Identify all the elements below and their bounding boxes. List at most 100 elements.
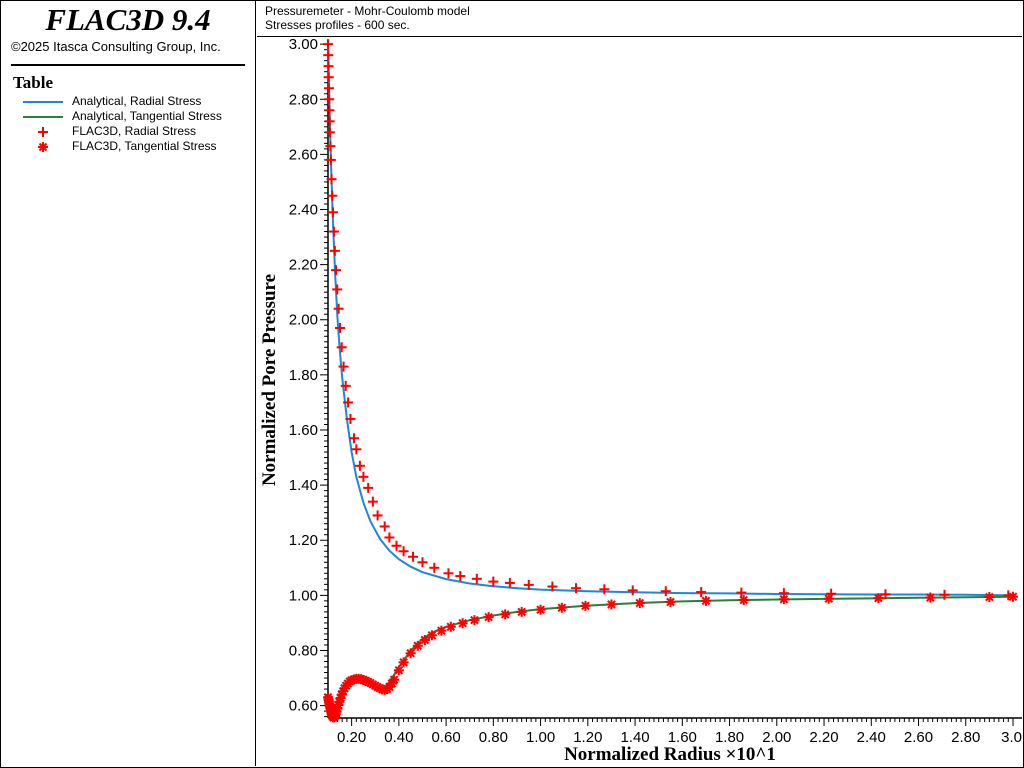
x-tick-label: 0.60 [432,729,461,746]
asterisk-marker [700,595,711,606]
x-tick-label: 1.80 [715,729,744,746]
y-tick-label: 2.60 [289,146,318,163]
plus-marker [325,154,336,165]
asterisk-marker [925,592,936,603]
plus-marker [398,546,409,557]
x-tick-label: 2.80 [951,729,980,746]
plus-marker [443,568,454,579]
plus-marker [323,50,334,61]
asterisk-marker [398,657,409,668]
asterisk-marker [426,630,437,641]
series-line [327,595,1014,719]
plus-marker [429,562,440,573]
plus-marker [323,83,334,94]
plus-marker [323,39,333,50]
y-tick-label: 1.60 [289,422,318,439]
y-tick-label: 2.20 [289,257,318,274]
plus-marker [331,265,342,276]
plus-marker [327,207,338,218]
plus-marker [338,361,349,372]
x-tick-label: 2.60 [904,729,933,746]
x-tick-label: 1.40 [620,729,649,746]
asterisk-marker [1008,591,1018,602]
x-axis-title: Normalized Radius ×10^1 [564,744,776,765]
legend-title: Table [13,73,54,92]
asterisk-marker [389,674,400,685]
plus-marker [324,127,335,138]
asterisk-marker [436,625,447,636]
legend-label: Analytical, Tangential Stress [72,109,222,123]
asterisk-marker [516,606,527,617]
plus-marker [354,460,365,471]
plus-marker [391,540,402,551]
asterisk-marker [606,599,617,610]
plus-marker [372,510,383,521]
asterisk-marker [556,602,567,613]
plot-header: Pressuremeter - Mohr-Coulomb model Stres… [257,1,1022,37]
plus-marker [736,587,747,598]
legend-line-swatch [23,116,63,118]
asterisk-marker [665,596,676,607]
plus-marker [939,589,950,600]
series-0 [327,44,1014,597]
x-tick-label: 0.40 [384,729,413,746]
plus-marker [324,105,335,116]
stress-profile-chart: 0.60 0.80 1.00 1.20 1.40 1.60 1.80 2.00 2.20 2.40… [259,37,1022,765]
plus-marker [323,61,334,72]
plus-marker [333,303,344,314]
plus-marker [343,397,354,408]
series-line [327,44,1014,597]
asterisk-marker [457,618,468,629]
legend-item-flac3d-radial: FLAC3D, Radial Stress [1,124,255,139]
legend-item-analytical-radial: Analytical, Radial Stress [1,94,255,109]
x-tick-label: 2.00 [762,729,791,746]
asterisk-marker [778,594,789,605]
title-divider [11,64,245,66]
plus-marker [351,444,362,455]
legend-line-swatch [23,101,63,103]
plus-marker [547,581,558,592]
plus-marker [417,557,428,568]
y-tick-label: 1.00 [289,587,318,604]
plus-marker [327,190,338,201]
series-3 [323,591,1018,723]
plus-marker [379,521,390,532]
plus-marker [384,532,395,543]
legend-item-analytical-tangential: Analytical, Tangential Stress [1,109,255,124]
app-title: FLAC3D 9.4 [45,2,211,37]
asterisk-marker [634,598,645,609]
plus-marker [325,141,336,152]
asterisk-marker [445,621,456,632]
plus-marker [408,551,419,562]
asterisk-marker [738,595,749,606]
plus-marker-icon [38,127,48,137]
plus-marker [455,571,466,582]
asterisk-marker [393,665,404,676]
plus-marker [324,94,335,105]
x-tick-label: 1.20 [573,729,602,746]
x-tick-label: 1.00 [526,729,555,746]
plus-marker [627,585,638,596]
asterisk-marker [823,593,834,604]
plus-marker [323,72,334,83]
y-tick-label: 2.40 [289,202,318,219]
legend-item-flac3d-tangential: FLAC3D, Tangential Stress [1,139,255,154]
asterisk-marker [535,604,546,615]
plus-marker [488,576,499,587]
y-tick-label: 3.00 [289,37,318,53]
asterisk-marker [419,635,430,646]
legend-label: FLAC3D, Radial Stress [72,124,197,138]
plus-marker [696,587,707,598]
legend-label: FLAC3D, Tangential Stress [72,139,217,153]
x-tick-label: 1.60 [668,729,697,746]
copyright-text: ©2025 Itasca Consulting Group, Inc. [11,39,221,54]
x-tick-label: 0.80 [479,729,508,746]
plus-marker [336,342,347,353]
x-tick-label: 2.20 [809,729,838,746]
y-tick-label: 0.80 [289,642,318,659]
x-tick-label: 3.0 [1001,729,1022,746]
plus-marker [363,482,374,493]
plus-marker [348,433,359,444]
plus-marker [571,583,582,594]
plus-marker [324,116,335,127]
